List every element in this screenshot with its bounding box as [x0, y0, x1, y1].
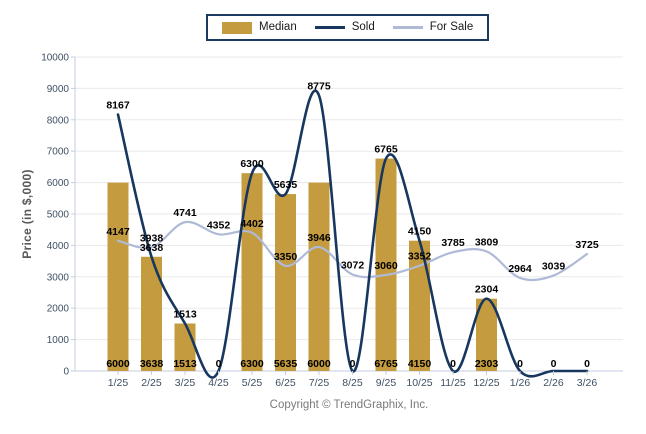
- for-sale-line: [116, 220, 589, 282]
- for-sale-value-label: 3725: [575, 239, 599, 251]
- for-sale-value-label: 3039: [542, 261, 566, 273]
- median-value-label: 5635: [274, 358, 298, 370]
- for-sale-value-label: 3072: [341, 260, 365, 272]
- x-tick-label: 1/25: [108, 377, 129, 389]
- legend-label-sold: Sold: [351, 20, 375, 33]
- median-value-label: 4150: [408, 358, 432, 370]
- sold-value-label: 4150: [408, 226, 432, 238]
- median-value-label: 0: [551, 358, 557, 370]
- median-value-label: 0: [517, 358, 523, 370]
- y-tick-label: 2000: [47, 304, 70, 315]
- copyright-text: Copyright © TrendGraphix, Inc.: [269, 399, 429, 411]
- median-value-label: 0: [450, 358, 456, 370]
- median-value-label: 6000: [106, 358, 130, 370]
- x-tick-label: 6/25: [275, 377, 296, 389]
- x-tick-label: 8/25: [342, 377, 363, 389]
- x-tick-label: 12/25: [473, 377, 499, 389]
- for-sale-value-label: 4402: [240, 218, 264, 230]
- for-sale-value-label: 4352: [207, 219, 231, 231]
- for-sale-line-swatch-icon: [392, 26, 423, 29]
- sold-value-label: 5635: [274, 179, 298, 191]
- x-tick-label: 5/25: [242, 377, 263, 389]
- for-sale-value-label: 3785: [441, 237, 465, 249]
- x-tick-label: 3/26: [577, 377, 598, 389]
- sold-value-label: 8775: [307, 80, 331, 92]
- legend-label-median: Median: [259, 20, 297, 33]
- sold-line: [116, 89, 589, 379]
- median-value-label: 0: [584, 358, 590, 370]
- legend-item-median: Median: [222, 20, 297, 34]
- median-bar: [308, 182, 330, 371]
- legend-label-for-sale: For Sale: [429, 20, 474, 33]
- x-tick-label: 7/25: [309, 377, 330, 389]
- x-tick-label: 2/26: [543, 377, 564, 389]
- for-sale-value-label: 3946: [307, 232, 331, 244]
- x-tick-label: 10/25: [406, 377, 432, 389]
- y-tick-label: 7000: [47, 147, 70, 158]
- for-sale-value-label: 2964: [508, 263, 532, 275]
- y-tick-label: 5000: [47, 210, 70, 221]
- legend-item-sold: Sold: [314, 20, 375, 34]
- y-tick-label: 6000: [47, 178, 70, 189]
- median-value-label: 2303: [475, 358, 499, 370]
- median-bar: [107, 182, 129, 371]
- sold-value-label: 6765: [374, 144, 398, 156]
- for-sale-value-label: 3060: [374, 260, 398, 272]
- y-tick-label: 4000: [47, 241, 70, 252]
- x-tick-label: 1/26: [510, 377, 531, 389]
- median-value-label: 6765: [374, 358, 398, 370]
- for-sale-value-label: 3352: [408, 251, 432, 263]
- legend: Median Sold For Sale: [206, 14, 490, 41]
- median-bar: [241, 173, 263, 371]
- for-sale-value-label: 4147: [106, 226, 130, 238]
- median-bar: [275, 194, 296, 371]
- median-bar: [141, 256, 162, 371]
- x-tick-label: 2/25: [141, 377, 162, 389]
- y-tick-label: 9000: [47, 84, 70, 95]
- y-tick-label: 3000: [47, 272, 70, 283]
- median-bar: [409, 240, 430, 371]
- median-value-label: 1513: [173, 358, 197, 370]
- y-tick-label: 1000: [47, 335, 70, 346]
- median-value-label: 0: [216, 358, 222, 370]
- sold-value-label: 1513: [173, 308, 197, 320]
- sold-line-swatch-icon: [314, 26, 345, 29]
- x-tick-label: 4/25: [208, 377, 229, 389]
- x-tick-label: 11/25: [440, 377, 466, 389]
- median-value-label: 6300: [240, 358, 264, 370]
- y-tick-label: 10000: [41, 53, 69, 64]
- y-tick-label: 8000: [47, 115, 70, 126]
- sold-value-label: 8167: [106, 100, 130, 112]
- for-sale-value-label: 3350: [274, 251, 298, 263]
- for-sale-value-label: 3809: [475, 236, 499, 248]
- sold-value-label: 3638: [140, 242, 164, 254]
- median-bar: [375, 158, 397, 371]
- legend-item-for-sale: For Sale: [392, 20, 474, 34]
- x-tick-label: 9/25: [376, 377, 397, 389]
- x-tick-label: 3/25: [175, 377, 196, 389]
- median-value-label: 3638: [140, 358, 164, 370]
- y-tick-label: 0: [63, 367, 69, 378]
- for-sale-value-label: 4741: [173, 207, 197, 219]
- median-bar-swatch-icon: [222, 21, 252, 34]
- median-value-label: 0: [350, 358, 356, 370]
- median-bar: [476, 298, 497, 371]
- sold-value-label: 2304: [475, 284, 499, 296]
- for-sale-value-label: 3938: [140, 232, 164, 244]
- sold-value-label: 6300: [240, 158, 264, 170]
- median-value-label: 6000: [307, 358, 331, 370]
